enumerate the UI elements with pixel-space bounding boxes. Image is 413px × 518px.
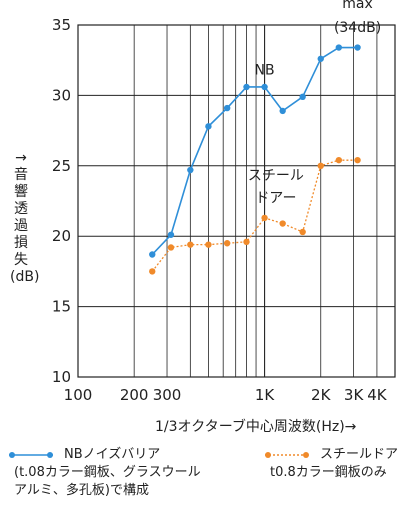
series-point-0 (205, 123, 212, 130)
y-axis-label-char: 音 (14, 167, 28, 183)
legend-nb: NBノイズバリア (t.08カラー鋼板、グラスウール アルミ、多孔板)で構成 (6, 446, 201, 500)
series-point-0 (187, 166, 194, 174)
x-axis-label: 1/3オクターブ中心周波数(Hz)→ (155, 419, 357, 435)
y-tick-label: 15 (52, 298, 71, 316)
x-tick-label: 200 (120, 386, 149, 404)
series-point-0 (261, 83, 268, 91)
series-point-0 (223, 104, 231, 112)
x-tick-label: 4K (367, 386, 388, 404)
legend-steel-note-1: t0.8カラー鋼板のみ (270, 465, 387, 480)
y-tick-label: 35 (52, 16, 71, 34)
chart-annotation: ドアー (255, 190, 296, 206)
chart-annotation: (34dB) (334, 20, 381, 36)
y-tick-label: 25 (52, 157, 71, 175)
series-point-0 (243, 83, 250, 91)
chart-annotation: NB (255, 62, 275, 78)
legend-nb-label: NBノイズバリア (64, 447, 161, 462)
series-group (149, 44, 361, 275)
series-point-0 (354, 44, 361, 51)
chart-annotation: max (342, 0, 373, 12)
legend-steel: スチールドア t0.8カラー鋼板のみ (262, 446, 413, 482)
transmission-loss-chart: 100 200 300 1K 2K 3K 4K 10 15 20 25 30 35 max (34dB)… (52, 0, 396, 404)
y-axis-label-char: → (15, 150, 27, 166)
legend-nb-note-1: (t.08カラー鋼板、グラスウール (14, 465, 201, 480)
y-tick-label: 20 (52, 227, 71, 245)
y-tick-label: 10 (52, 368, 71, 386)
legend-steel-swatch (265, 452, 309, 458)
series-point-1 (299, 228, 306, 236)
x-tick-label: 300 (153, 386, 182, 404)
y-axis-label-char: (dB) (10, 269, 40, 285)
series-line-0 (151, 46, 358, 256)
plot-frame (77, 24, 396, 378)
series-point-1 (243, 238, 250, 246)
chart-annotation: スチール (248, 168, 304, 184)
series-point-0 (149, 251, 156, 258)
y-axis-label-char: 過 (14, 218, 28, 234)
y-axis-label: → 音響透過損失 (dB) (10, 150, 40, 286)
y-axis-label-char: 響 (14, 184, 28, 200)
x-tick-labels: 100 200 300 1K 2K 3K 4K (64, 386, 388, 404)
y-tick-labels: 10 15 20 25 30 35 (52, 16, 71, 386)
series-point-1 (279, 220, 286, 227)
y-axis-label-char: 損 (14, 235, 28, 251)
series-point-0 (167, 231, 175, 238)
y-axis-label-char: 失 (14, 252, 28, 268)
series-point-1 (223, 240, 231, 247)
legend-steel-label: スチールドア (320, 447, 399, 462)
grid-lines (78, 25, 395, 377)
y-tick-label: 30 (52, 86, 71, 104)
x-tick-label: 1K (255, 386, 276, 404)
series-point-1 (187, 241, 194, 248)
y-axis-label-char: 透 (14, 201, 28, 217)
series-point-1 (149, 268, 156, 275)
x-tick-label: 100 (64, 386, 93, 404)
series-point-1 (317, 162, 324, 169)
series-point-0 (299, 93, 306, 101)
x-tick-label: 2K (311, 386, 332, 404)
legend-nb-swatch (9, 452, 53, 458)
series-point-0 (335, 44, 343, 51)
legend-nb-note-2: アルミ、多孔板)で構成 (14, 483, 149, 498)
series-point-1 (335, 156, 343, 164)
series-point-1 (261, 214, 268, 222)
series-point-0 (279, 107, 286, 115)
series-point-0 (317, 55, 324, 62)
series-point-1 (205, 241, 212, 248)
series-point-1 (167, 244, 175, 251)
x-tick-label: 3K (344, 386, 365, 404)
series-point-1 (354, 156, 361, 164)
